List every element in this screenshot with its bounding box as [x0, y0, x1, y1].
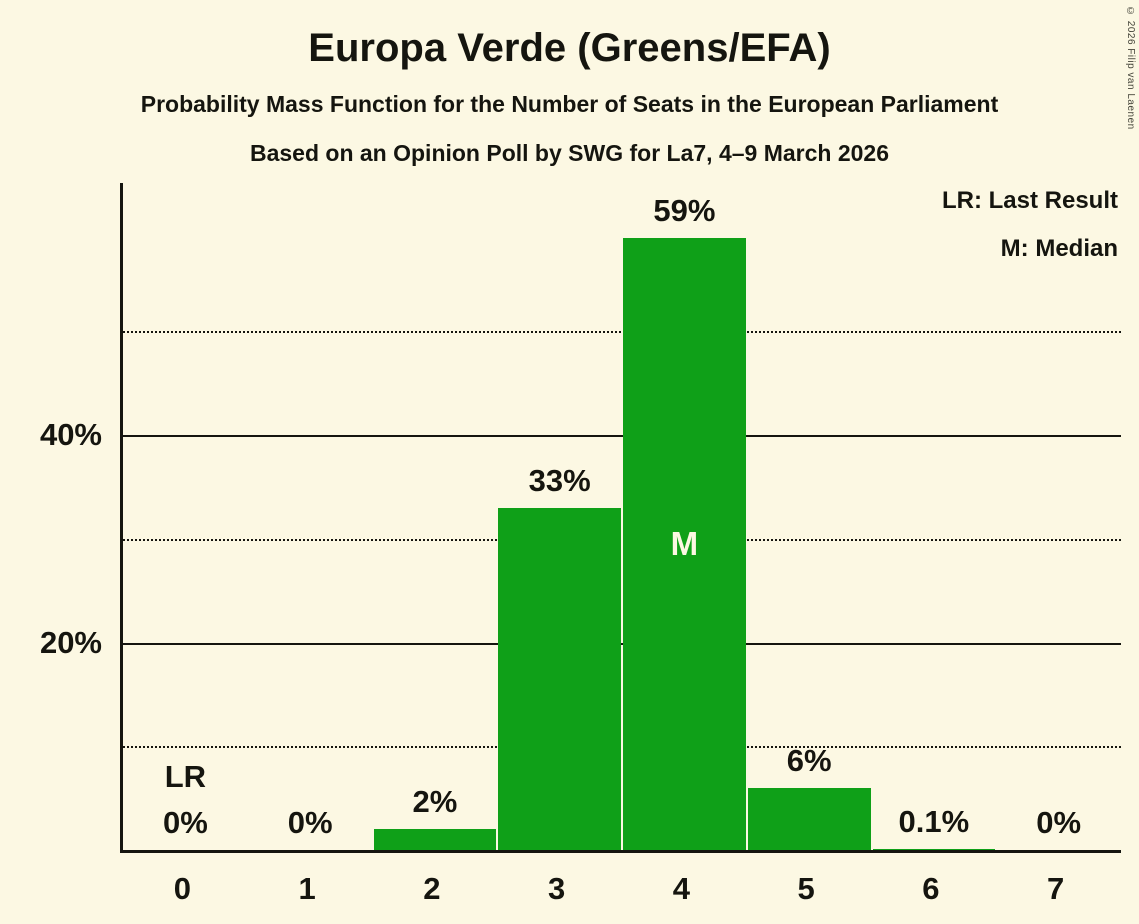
gridline-solid [123, 642, 1121, 645]
legend-median: M: Median [1000, 235, 1118, 262]
y-tick-label: 20% [39, 624, 102, 660]
last-result-label: LR [164, 759, 207, 794]
bar-value-label: 0% [1036, 805, 1082, 840]
bar-value-label: 59% [653, 192, 716, 228]
bar-value-label: 0.1% [898, 803, 970, 839]
x-tick-label: 1 [298, 871, 316, 906]
bar-value-label: 0% [162, 805, 208, 840]
x-tick-label: 4 [672, 871, 690, 906]
gridline-dotted [123, 538, 1121, 541]
bar-value-label: 33% [528, 462, 591, 498]
gridline-solid [123, 435, 1121, 438]
x-tick-label: 6 [922, 871, 940, 906]
legend-last-result: LR: Last Result [941, 187, 1118, 214]
plot-area: 0% LR 0% 2% 33% M 59% 6% 0.1% 0% [120, 183, 1121, 853]
bar [747, 787, 871, 850]
x-tick-label: 0 [173, 871, 191, 906]
chart-poll-line: Based on an Opinion Poll by SWG for La7,… [249, 140, 890, 166]
x-tick-label: 5 [797, 871, 815, 906]
bar-value-label: 2% [412, 784, 458, 820]
gridline-dotted [123, 746, 1121, 749]
copyright-text: © 2026 Filip van Laenen [1125, 6, 1136, 130]
bar [498, 507, 621, 850]
bar [373, 829, 497, 850]
chart-subtitle: Probability Mass Function for the Number… [140, 91, 999, 117]
x-tick-label: 7 [1047, 871, 1065, 906]
x-tick-label: 3 [548, 871, 566, 906]
bar [872, 848, 996, 850]
x-tick-label: 2 [423, 871, 441, 906]
median-label: M [670, 524, 699, 562]
bar-value-label: 6% [786, 742, 832, 778]
chart-title: Europa Verde (Greens/EFA) [308, 26, 831, 70]
y-tick-label: 40% [39, 417, 102, 453]
bar-value-label: 0% [287, 805, 333, 840]
bar: M [623, 237, 746, 850]
gridline-dotted [123, 331, 1121, 334]
